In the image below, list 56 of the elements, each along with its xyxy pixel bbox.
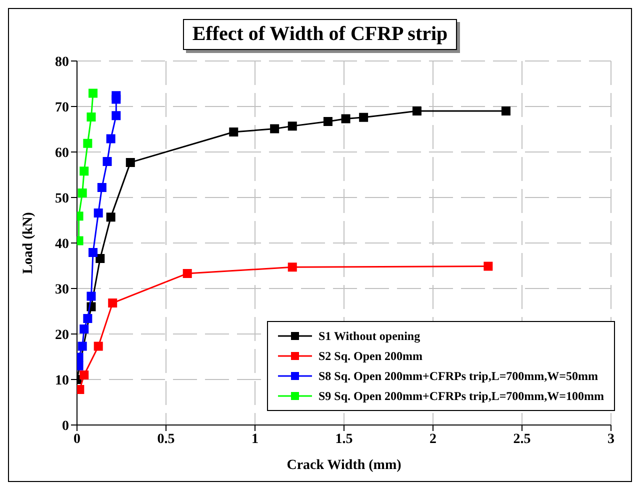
point xyxy=(94,208,103,218)
x-tick-label: 2 xyxy=(430,432,436,447)
point xyxy=(97,182,106,192)
point xyxy=(126,158,135,167)
point xyxy=(78,342,87,351)
chart-title: Effect of Width of CFRP strip xyxy=(183,19,457,50)
point xyxy=(102,157,112,166)
point xyxy=(112,111,121,120)
legend-label: S9 Sq. Open 200mm+CFRPs trip,L=700mm,W=100mm xyxy=(318,388,604,404)
point xyxy=(80,166,89,176)
y-tick-label: 60 xyxy=(55,146,69,161)
point xyxy=(112,91,121,100)
point xyxy=(94,342,103,351)
point xyxy=(359,112,368,122)
point xyxy=(270,124,280,134)
x-tick-label: 2.5 xyxy=(513,432,531,447)
y-tick-label: 40 xyxy=(55,236,69,252)
y-tick-label: 80 xyxy=(55,54,69,70)
y-axis-title: Load (kN) xyxy=(20,212,36,274)
y-tick-label: 0 xyxy=(62,418,69,434)
x-tick-label: 3 xyxy=(608,432,614,447)
point xyxy=(106,134,116,144)
point xyxy=(86,292,96,301)
y-tick-label: 50 xyxy=(55,191,69,206)
point xyxy=(83,138,92,148)
y-tick-label: 20 xyxy=(55,328,69,343)
point xyxy=(88,88,98,98)
point xyxy=(484,262,493,271)
point xyxy=(96,254,105,263)
x-tick-label: 0 xyxy=(74,432,80,447)
legend-label: S8 Sq. Open 200mm+CFRPs trip,L=700mm,W=50mm xyxy=(318,368,598,384)
point xyxy=(229,127,238,136)
x-tick-label: 0.5 xyxy=(157,432,175,447)
legend-label: S1 Without opening xyxy=(318,328,420,344)
point xyxy=(323,117,332,126)
point xyxy=(501,106,510,116)
point xyxy=(412,106,422,116)
point xyxy=(108,298,118,308)
point xyxy=(288,122,297,131)
point xyxy=(78,188,87,198)
point xyxy=(86,112,96,122)
point xyxy=(83,314,92,324)
y-tick-label: 70 xyxy=(55,100,69,116)
legend-label: S2 Sq. Open 200mm xyxy=(318,348,423,364)
point xyxy=(88,248,98,258)
point xyxy=(182,268,192,278)
point xyxy=(106,212,116,222)
point xyxy=(80,324,89,334)
point xyxy=(341,114,350,124)
x-axis-title: Crack Width (mm) xyxy=(286,458,402,473)
y-tick-label: 10 xyxy=(55,373,69,388)
y-tick-label: 30 xyxy=(55,282,69,298)
x-tick-label: 1.5 xyxy=(335,432,353,447)
x-tick-label: 1 xyxy=(252,432,258,447)
point xyxy=(80,370,89,380)
point xyxy=(288,262,297,272)
